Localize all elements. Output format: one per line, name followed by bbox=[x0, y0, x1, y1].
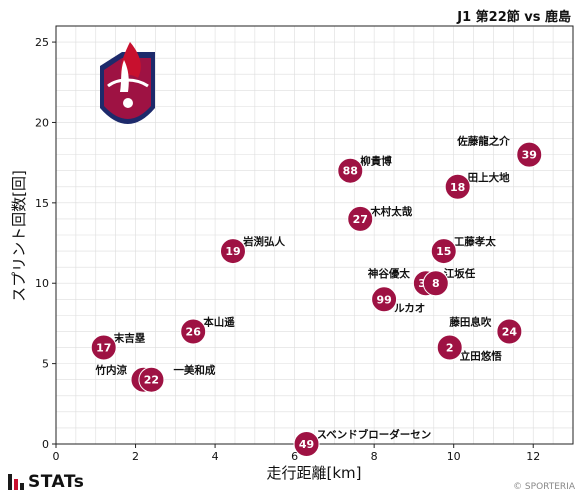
player-name-label: 岩渕弘人 bbox=[242, 235, 285, 248]
x-tick-label: 12 bbox=[526, 450, 540, 463]
player-name-label: 田上大地 bbox=[468, 171, 510, 184]
player-marker bbox=[371, 286, 398, 313]
y-tick-label: 15 bbox=[35, 197, 49, 210]
player-number-label: 27 bbox=[353, 213, 368, 226]
player-name-label: 一美和成 bbox=[173, 364, 215, 377]
player-number-label: 88 bbox=[343, 165, 358, 178]
player-name-label: スベンドブローダーセン bbox=[317, 428, 432, 441]
stats-brand: STATs bbox=[28, 472, 85, 492]
player-name-label: 末吉塁 bbox=[114, 332, 146, 345]
player-marker bbox=[180, 318, 207, 345]
player-marker bbox=[436, 334, 463, 361]
player-marker bbox=[444, 173, 471, 200]
player-name-label: 竹内涼 bbox=[94, 364, 127, 377]
y-tick-label: 0 bbox=[42, 438, 49, 451]
stats-bars-icon bbox=[8, 474, 24, 490]
player-marker bbox=[219, 238, 246, 265]
grid-lines bbox=[55, 25, 574, 445]
chart-title: J1 第22節 vs 鹿島 bbox=[457, 10, 571, 25]
player-marker bbox=[516, 141, 543, 168]
player-number-label: 18 bbox=[450, 181, 465, 194]
x-axis-label: 走行距離[km] bbox=[266, 464, 361, 482]
y-tick-label: 25 bbox=[35, 36, 49, 49]
player-name-label: 立田悠悟 bbox=[460, 350, 502, 363]
player-name-label: ルカオ bbox=[394, 302, 425, 314]
x-tick-label: 0 bbox=[53, 450, 60, 463]
player-name-label: 本山遥 bbox=[203, 315, 235, 328]
x-tick-label: 2 bbox=[132, 450, 139, 463]
x-tick-label: 4 bbox=[212, 450, 219, 463]
player-name-label: 佐藤龍之介 bbox=[456, 135, 510, 148]
player-marker bbox=[347, 205, 374, 232]
player-number-label: 39 bbox=[522, 149, 537, 162]
x-tick-label: 6 bbox=[291, 450, 298, 463]
player-name-label: 工藤孝太 bbox=[454, 235, 496, 248]
player-number-label: 49 bbox=[299, 438, 314, 451]
player-name-label: 神谷優太 bbox=[368, 267, 410, 280]
x-tick-label: 10 bbox=[447, 450, 461, 463]
player-number-label: 26 bbox=[186, 325, 202, 338]
player-marker bbox=[90, 334, 117, 361]
player-number-label: 99 bbox=[376, 293, 391, 306]
player-number-label: 24 bbox=[502, 325, 518, 338]
stats-logo: STATs bbox=[8, 472, 84, 492]
player-marker bbox=[293, 431, 320, 457]
y-tick-label: 20 bbox=[35, 116, 49, 129]
player-name-label: 木村太哉 bbox=[369, 205, 412, 218]
player-number-label: 17 bbox=[96, 342, 111, 355]
y-axis-label: スプリント回数[回] bbox=[10, 170, 28, 302]
player-marker bbox=[422, 270, 449, 297]
y-tick-label: 5 bbox=[42, 358, 49, 371]
player-number-label: 8 bbox=[432, 277, 440, 290]
player-name-label: 江坂任 bbox=[444, 267, 476, 280]
player-name-label: 藤田息吹 bbox=[449, 315, 491, 328]
copyright: © SPORTERIA bbox=[513, 482, 575, 492]
x-tick-label: 8 bbox=[371, 450, 378, 463]
player-name-label: 柳貴博 bbox=[360, 155, 392, 168]
y-tick-label: 10 bbox=[35, 277, 49, 290]
player-number-label: 22 bbox=[144, 374, 159, 387]
player-marker bbox=[337, 157, 364, 184]
player-marker bbox=[496, 318, 523, 345]
team-crest bbox=[100, 42, 155, 124]
player-number-label: 2 bbox=[446, 342, 454, 355]
player-number-label: 19 bbox=[225, 245, 240, 258]
player-marker bbox=[138, 366, 165, 393]
player-marker bbox=[430, 238, 457, 265]
player-number-label: 15 bbox=[436, 245, 451, 258]
